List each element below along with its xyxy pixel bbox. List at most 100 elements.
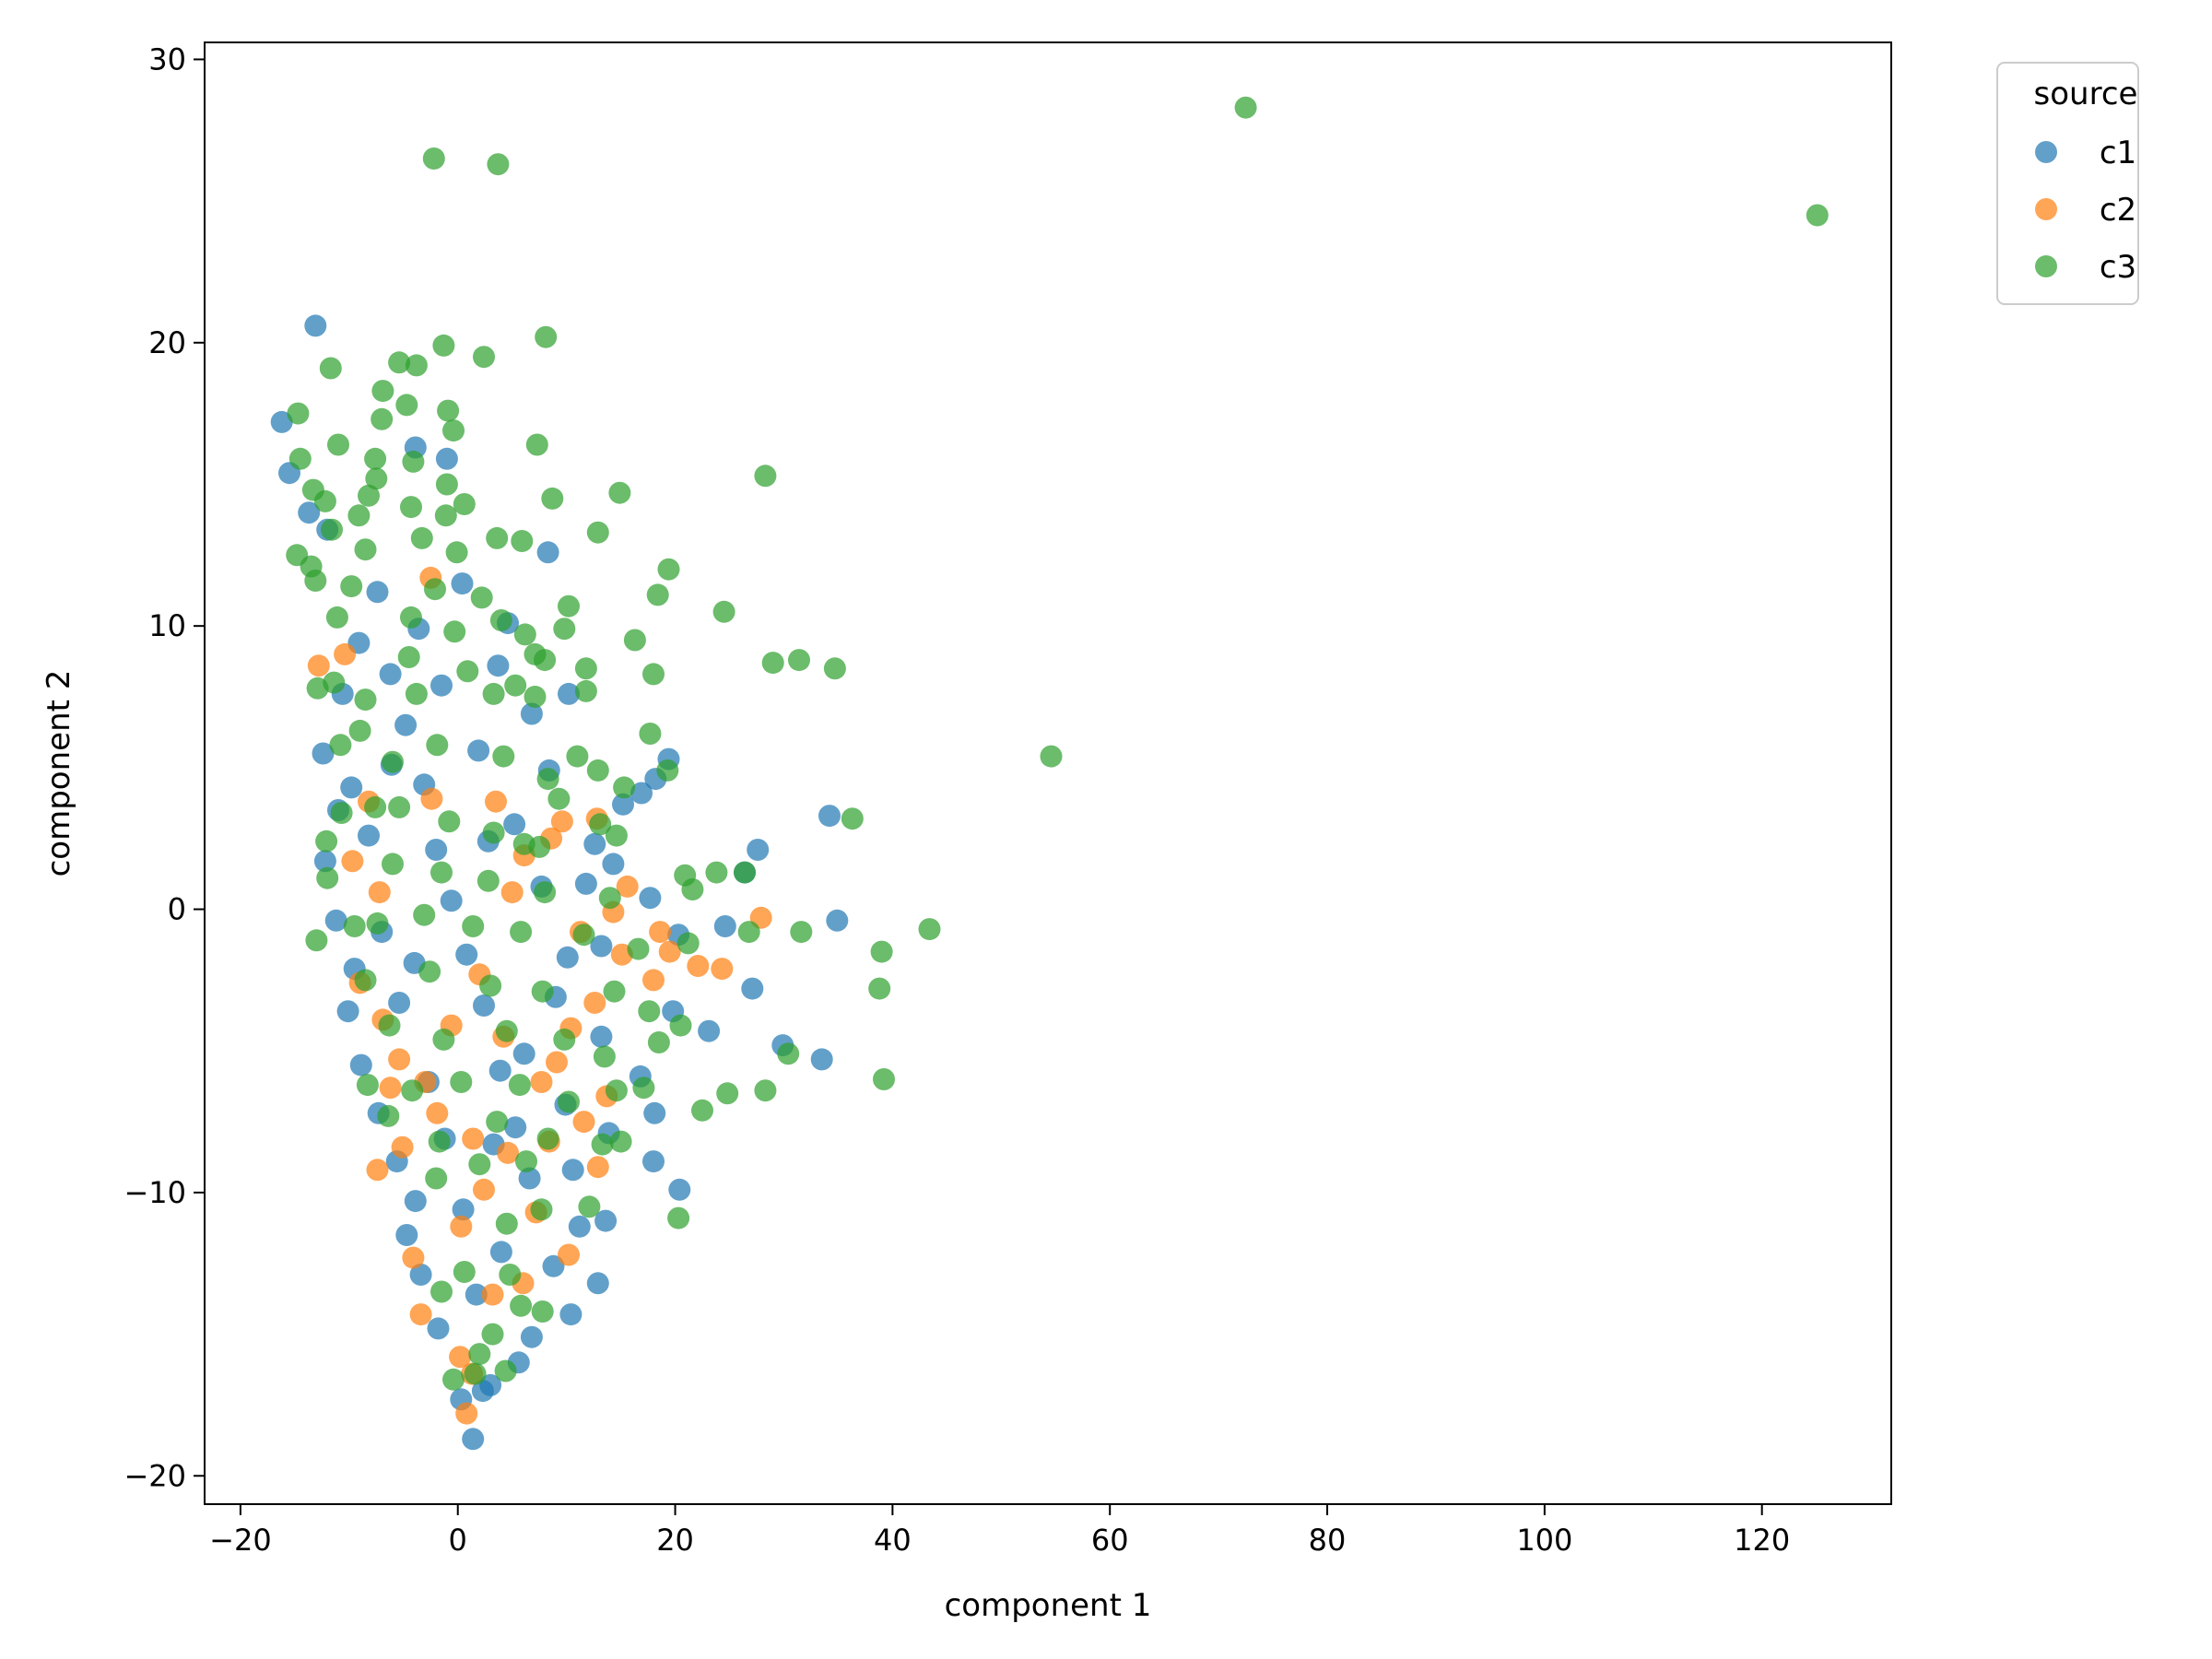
point-c3-164 — [364, 795, 387, 818]
point-c3-81 — [841, 807, 864, 830]
point-c3-40 — [445, 541, 468, 564]
point-c3-138 — [536, 1127, 559, 1150]
point-c2-26 — [391, 1135, 414, 1159]
point-c3-25 — [358, 484, 380, 507]
point-c3-124 — [356, 1074, 379, 1097]
point-c3-78 — [492, 745, 515, 768]
point-c2-33 — [450, 1215, 473, 1238]
point-c1-17 — [602, 853, 625, 876]
point-c1-16 — [583, 832, 606, 855]
point-c1-69 — [473, 994, 495, 1017]
point-c3-0 — [1234, 96, 1257, 119]
point-c3-67 — [482, 682, 505, 705]
point-c3-77 — [426, 734, 449, 757]
x-tick-label-0: −20 — [209, 1523, 272, 1558]
point-c1-40 — [559, 1303, 582, 1326]
point-c3-96 — [681, 878, 704, 900]
point-c3-102 — [510, 921, 533, 944]
point-c2-32 — [473, 1178, 495, 1201]
point-c3-69 — [574, 679, 597, 702]
point-c3-1 — [1806, 204, 1829, 227]
point-c1-48 — [409, 1264, 432, 1286]
point-c1-24 — [556, 946, 579, 969]
point-c1-70 — [488, 1059, 512, 1082]
point-c3-33 — [321, 518, 343, 541]
point-c3-52 — [489, 609, 512, 631]
point-c1-78 — [358, 824, 380, 847]
point-c1-46 — [462, 1428, 485, 1451]
point-c3-29 — [400, 496, 422, 519]
x-tick-label-7: 120 — [1734, 1523, 1790, 1558]
point-c3-27 — [313, 489, 336, 512]
point-c3-126 — [450, 1071, 473, 1093]
point-c2-13 — [711, 958, 734, 981]
legend-label-c1: c1 — [2100, 135, 2136, 171]
point-c1-5 — [298, 501, 321, 524]
point-c3-132 — [754, 1079, 777, 1102]
point-c3-4 — [319, 357, 342, 380]
point-c3-76 — [382, 750, 404, 773]
point-c3-50 — [325, 606, 348, 629]
point-c3-131 — [716, 1082, 739, 1105]
point-c3-39 — [354, 538, 377, 561]
point-c3-85 — [388, 795, 411, 818]
point-c3-49 — [712, 600, 735, 623]
point-c2-1 — [307, 654, 330, 677]
y-tick-label-2: 0 — [168, 892, 186, 927]
point-c3-109 — [627, 937, 650, 960]
point-c1-54 — [336, 1000, 359, 1023]
point-c3-11 — [395, 394, 418, 417]
point-c3-86 — [438, 810, 461, 833]
point-c3-60 — [788, 649, 810, 672]
point-c2-48 — [500, 881, 524, 904]
point-c3-148 — [453, 1261, 476, 1283]
point-c1-87 — [452, 1198, 475, 1221]
point-c3-90 — [734, 861, 756, 884]
y-tick-label-1: −10 — [124, 1175, 186, 1210]
point-c3-128 — [558, 1090, 580, 1113]
point-c1-23 — [590, 935, 613, 958]
point-c1-13 — [612, 793, 634, 816]
point-c1-85 — [512, 1042, 535, 1065]
point-c3-84 — [330, 802, 353, 824]
point-c2-31 — [497, 1141, 519, 1164]
point-c3-121 — [593, 1045, 616, 1068]
legend-box — [1996, 62, 2139, 305]
point-c3-153 — [481, 1323, 504, 1346]
point-c3-118 — [432, 1028, 455, 1051]
x-tick-label-5: 80 — [1309, 1523, 1347, 1558]
point-c3-117 — [378, 1014, 401, 1037]
point-c3-73 — [613, 776, 636, 799]
point-c3-44 — [340, 575, 363, 598]
point-c3-68 — [524, 686, 547, 708]
point-c2-47 — [485, 790, 507, 813]
point-c3-144 — [578, 1195, 601, 1218]
points-layer — [270, 96, 1829, 1451]
point-c3-94 — [477, 869, 500, 892]
point-c1-37 — [568, 1215, 591, 1238]
point-c3-82 — [589, 813, 612, 836]
point-c3-167 — [343, 915, 366, 937]
point-c3-159 — [348, 719, 371, 742]
point-c3-150 — [499, 1264, 522, 1286]
point-c2-54 — [550, 810, 573, 833]
point-c2-6 — [616, 875, 639, 898]
point-c3-47 — [646, 583, 669, 606]
point-c3-26 — [608, 481, 631, 504]
point-c3-147 — [495, 1212, 518, 1235]
x-axis-label: component 1 — [945, 1587, 1152, 1624]
y-tick-label-5: 30 — [148, 41, 186, 76]
point-c3-9 — [535, 325, 558, 348]
point-c3-99 — [366, 912, 389, 935]
point-c3-125 — [401, 1079, 424, 1102]
point-c2-29 — [426, 1101, 449, 1124]
point-c3-6 — [405, 354, 428, 377]
point-c3-74 — [656, 759, 679, 782]
point-c3-92 — [382, 853, 404, 876]
point-c3-156 — [442, 1368, 465, 1391]
point-c3-98 — [305, 929, 328, 952]
x-tick-label-3: 40 — [874, 1523, 912, 1558]
point-c2-21 — [572, 1111, 595, 1134]
point-c1-29 — [810, 1048, 833, 1071]
point-c3-111 — [418, 960, 441, 983]
